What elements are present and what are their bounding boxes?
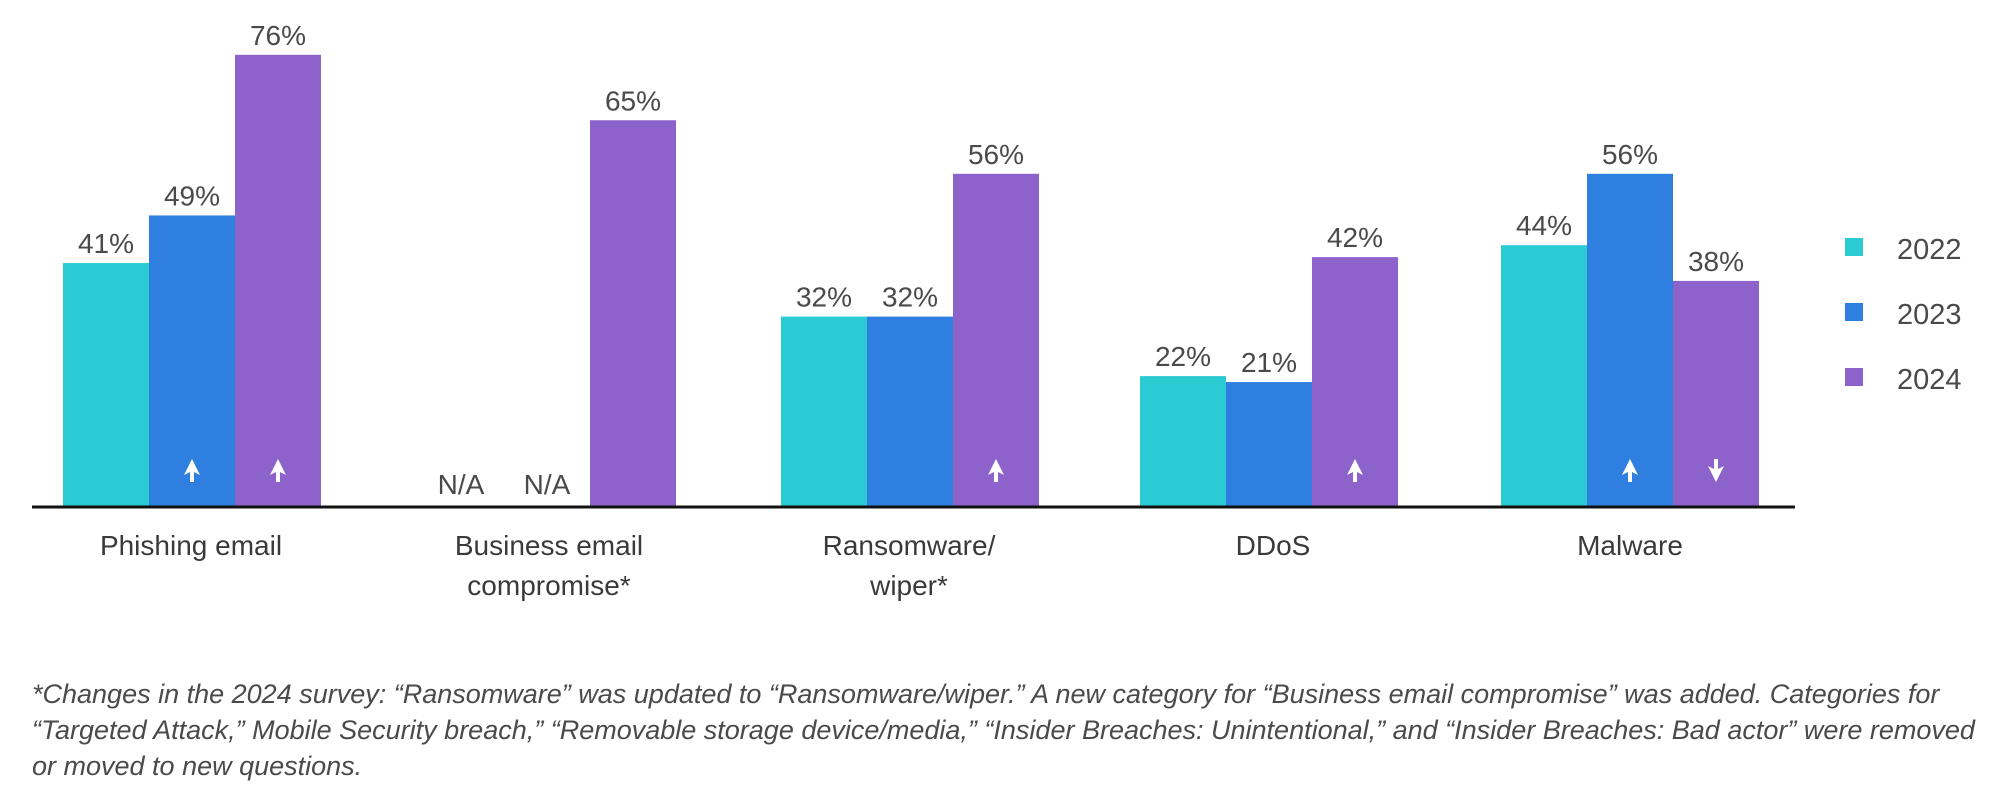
category-label: wiper* — [869, 570, 948, 601]
value-label: 56% — [1602, 139, 1658, 170]
legend-label-2024: 2024 — [1897, 364, 1962, 396]
legend-swatch-2023 — [1845, 303, 1863, 321]
value-label: 38% — [1688, 246, 1744, 277]
category-label: Business email — [455, 530, 643, 561]
bar-2024-2 — [953, 173, 1039, 508]
bar-2022-4 — [1501, 245, 1587, 507]
bar-2022-3 — [1140, 376, 1226, 507]
legend-label-2022: 2022 — [1897, 234, 1962, 266]
legend-swatch-2022 — [1845, 238, 1863, 256]
arrow-up-icon — [1347, 459, 1363, 482]
arrow-up-icon — [270, 459, 286, 482]
category-label: compromise* — [467, 570, 630, 601]
arrow-up-icon — [1622, 459, 1638, 482]
na-label: N/A — [524, 469, 571, 500]
legend-swatch-2024 — [1845, 368, 1863, 386]
value-label: 41% — [78, 228, 134, 259]
value-label: 65% — [605, 85, 661, 116]
arrow-up-icon — [988, 459, 1004, 482]
bar-2023-0 — [149, 215, 235, 507]
value-label: 32% — [882, 282, 938, 313]
value-label: 21% — [1241, 347, 1297, 378]
arrow-up-icon — [184, 459, 200, 482]
bar-2024-0 — [235, 54, 321, 508]
arrow-down-icon — [1708, 459, 1724, 482]
value-label: 56% — [968, 139, 1024, 170]
bar-2023-2 — [867, 316, 953, 507]
na-label: N/A — [438, 469, 485, 500]
category-label: Malware — [1577, 530, 1683, 561]
value-label: 22% — [1155, 341, 1211, 372]
category-label: Ransomware/ — [823, 530, 996, 561]
value-label: 42% — [1327, 222, 1383, 253]
bar-2022-0 — [63, 263, 149, 507]
value-label: 32% — [796, 282, 852, 313]
footnote: *Changes in the 2024 survey: “Ransomware… — [32, 679, 1975, 781]
value-label: 49% — [164, 180, 220, 211]
value-label: 44% — [1516, 210, 1572, 241]
bar-2023-4 — [1587, 173, 1673, 508]
category-label: DDoS — [1236, 530, 1311, 561]
bar-2023-3 — [1226, 382, 1312, 507]
category-label: Phishing email — [100, 530, 282, 561]
value-label: 76% — [250, 20, 306, 51]
bar-2022-2 — [781, 316, 867, 507]
bar-2024-1 — [590, 120, 676, 507]
legend-label-2023: 2023 — [1897, 299, 1962, 331]
